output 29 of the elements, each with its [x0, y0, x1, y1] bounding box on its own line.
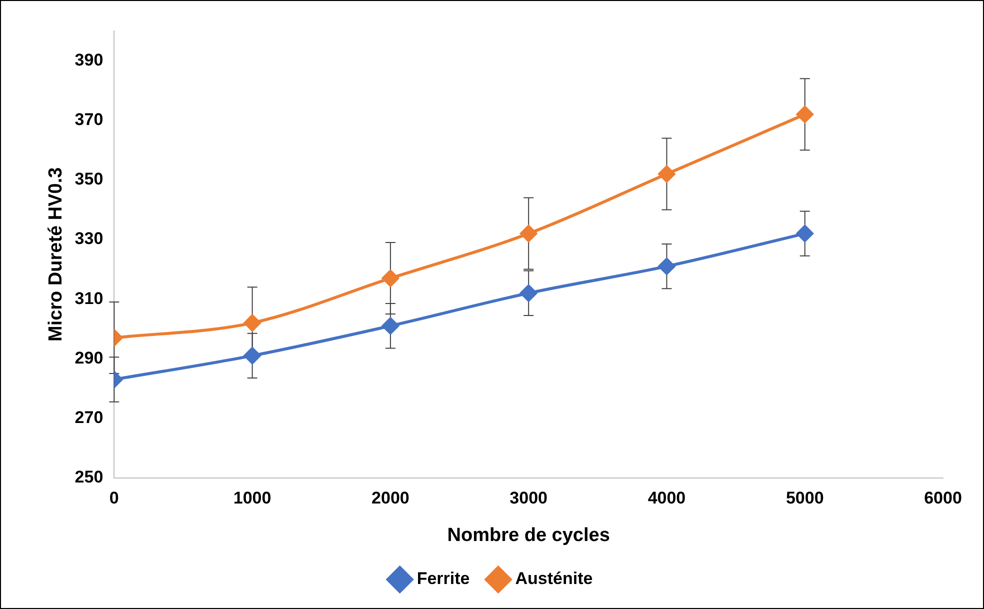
- x-axis-title: Nombre de cycles: [447, 524, 610, 546]
- point: [520, 284, 538, 302]
- point: [796, 106, 814, 123]
- point: [382, 317, 399, 334]
- x-tick-label: 4000: [648, 488, 686, 508]
- y-tick-label: 370: [74, 110, 104, 130]
- legend-label: Ferrite: [416, 569, 470, 588]
- y-tick-label: 250: [74, 467, 104, 486]
- y-tick-label: 350: [74, 170, 104, 189]
- x-tick-label: 0: [109, 488, 119, 508]
- point: [382, 270, 399, 287]
- point: [244, 347, 261, 364]
- point: [796, 225, 814, 242]
- x-tick-label: 5000: [786, 488, 824, 508]
- y-tick-label: 310: [74, 288, 104, 308]
- x-tick-label: 6000: [924, 488, 962, 508]
- point: [520, 225, 538, 242]
- y-tick-label: 330: [74, 229, 104, 248]
- y-tick-label: 270: [74, 408, 104, 427]
- y-tick-label: 290: [74, 348, 104, 368]
- y-tick-label: 390: [74, 50, 104, 70]
- x-tick-label: 2000: [372, 488, 410, 508]
- point: [658, 258, 676, 275]
- x-tick-label: 1000: [233, 488, 272, 508]
- point: [658, 165, 676, 182]
- x-tick-label: 3000: [510, 488, 548, 508]
- y-axis-title: Micro Dureté HV0.3: [46, 167, 67, 342]
- legend-label: Austénite: [515, 569, 593, 588]
- point: [244, 314, 261, 332]
